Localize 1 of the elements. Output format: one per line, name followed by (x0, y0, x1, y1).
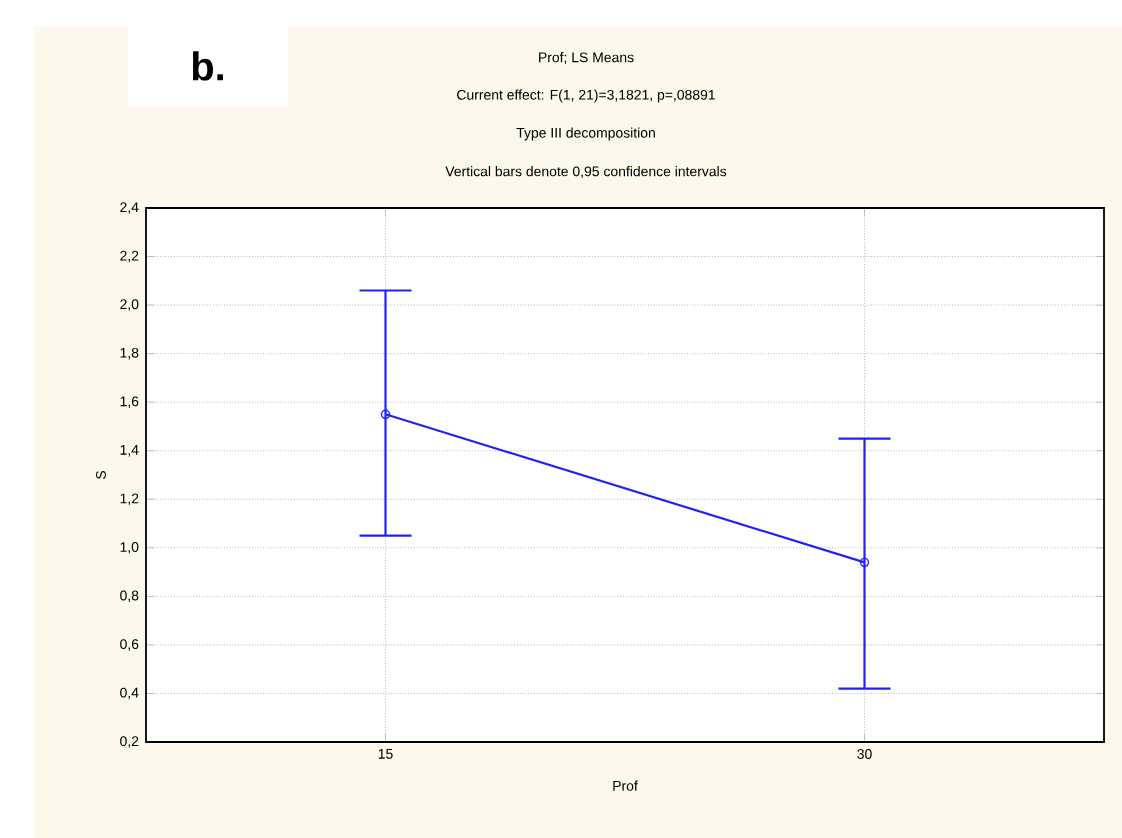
text: b. (192, 51, 223, 81)
